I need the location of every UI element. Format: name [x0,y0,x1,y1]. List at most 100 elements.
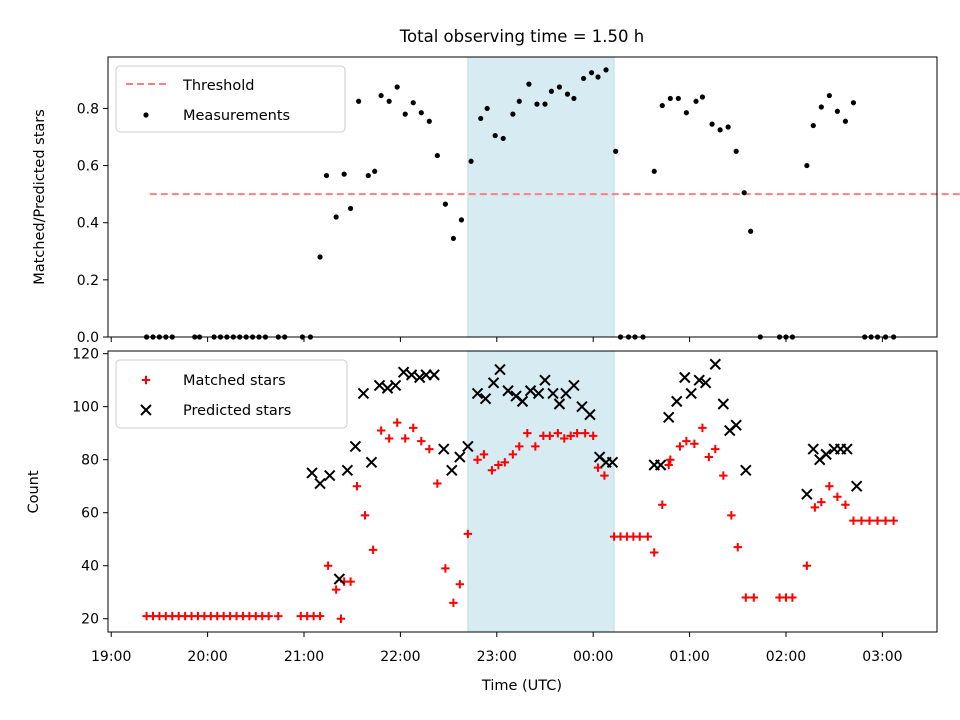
predicted-stars-point [341,464,354,476]
matched-stars-point [553,428,563,438]
matched-stars-point [368,545,378,555]
matched-stars-point [274,611,283,621]
top-axes-frame [107,56,938,338]
predicted-stars-point [532,387,545,400]
predicted-stars-point [850,480,863,492]
measurement-point [394,84,400,90]
y-tick-label: 100 [72,400,99,416]
predicted-stars-point [841,443,853,455]
measurement-point [526,81,532,87]
matched-stars-point [727,511,736,520]
matched-stars-point [479,450,489,459]
measurement-point [534,101,540,107]
predicted-stars-point [462,440,474,453]
matched-stars-point [560,434,569,443]
measurement-point [818,104,824,110]
measurement-point [317,254,323,260]
matched-stars-point [741,593,751,602]
matched-stars-point [376,426,386,435]
measurement-point [372,168,378,174]
measurement-point [468,158,474,164]
measurement-point [410,100,416,106]
matched-stars-point [315,611,325,621]
predicted-stars-point [717,398,730,410]
x-tick-label: 23:00 [477,649,517,665]
x-tick-label: 00:00 [573,649,613,665]
measurement-point [323,172,330,179]
predicted-stars-point [693,374,705,386]
x-tick-label: 03:00 [862,649,902,665]
measurement-point [356,98,362,104]
matched-stars-point [635,532,644,541]
predicted-stars-point [389,379,402,392]
measurement-point [510,111,516,117]
matched-stars-point [336,614,346,623]
predicted-stars-point [365,456,378,469]
matched-stars-point [711,444,720,454]
predicted-stars-point [539,374,551,386]
predicted-stars-point [685,387,697,400]
x-tick-label: 21:00 [284,649,324,665]
matched-stars-point [449,598,458,608]
measurement-point [500,135,506,142]
matched-stars-point [650,548,659,557]
matched-stars-point [463,529,473,539]
predicted-stars-point [820,448,832,461]
matched-stars-point [500,458,510,467]
top-y-ticks: 0.0 0.2 0.4 0.6 0.8 [77,101,108,346]
predicted-stars-point [357,387,370,400]
top-y-axis-label: Matched/Predicted stars [32,109,48,285]
y-tick-label: 20 [81,612,99,628]
predicted-stars-point [314,477,326,490]
y-tick-label: 0.4 [77,216,99,232]
measurement-point [442,201,448,207]
measurement-point [492,132,498,139]
matched-stars-point [566,431,575,441]
matched-stars-point [401,434,410,443]
measurement-point [450,235,457,242]
matched-stars-point [658,500,667,509]
matched-stars-point [384,434,394,443]
matched-stars-point [545,431,555,441]
predicted-stars-point [306,467,318,479]
bottom-x-ticks: 19:00 20:00 21:00 22:00 23:00 00:00 01:00 02:00… [91,632,903,665]
measurement-point [347,205,354,212]
measurement-point [571,95,577,102]
predicted-stars-point [662,411,675,423]
measurement-point [804,162,810,169]
predicted-stars-point [740,464,752,476]
x-tick-label: 19:00 [91,649,131,665]
matched-stars-point [141,375,151,385]
matched-stars-point [441,564,450,573]
matched-stars-point [323,561,333,570]
measurement-point [386,98,392,104]
y-tick-label: 80 [81,453,99,469]
x-tick-label: 01:00 [669,649,709,665]
chart-title: Total observing time = 1.50 h [399,27,644,46]
predicted-stars-point [568,379,580,392]
matched-stars-point [749,593,759,602]
measurement-point [580,75,587,82]
predicted-stars-point [333,573,346,585]
matched-legend-label: Matched stars [183,373,286,389]
measurement-point [613,148,619,154]
measurement-point [717,127,723,133]
bottom-axes-frame [107,350,938,633]
measurement-point [564,91,571,97]
measurement-point [418,110,424,116]
measurement-point [588,70,595,76]
measurements-legend-swatch [143,112,149,118]
measurement-point [667,95,673,102]
predicted-stars-point [807,443,819,455]
measurement-point [659,102,665,109]
matched-stars-point [698,423,707,433]
matched-stars-point [360,511,370,520]
predicted-stars-point [413,371,426,384]
predicted-stars-point [381,382,394,394]
matched-stars-point [392,418,402,427]
measurement-point [516,98,522,104]
matched-stars-point [857,516,866,525]
y-tick-label: 120 [72,347,99,363]
predicted-stars-point [709,358,721,370]
matched-stars-point [733,542,742,552]
